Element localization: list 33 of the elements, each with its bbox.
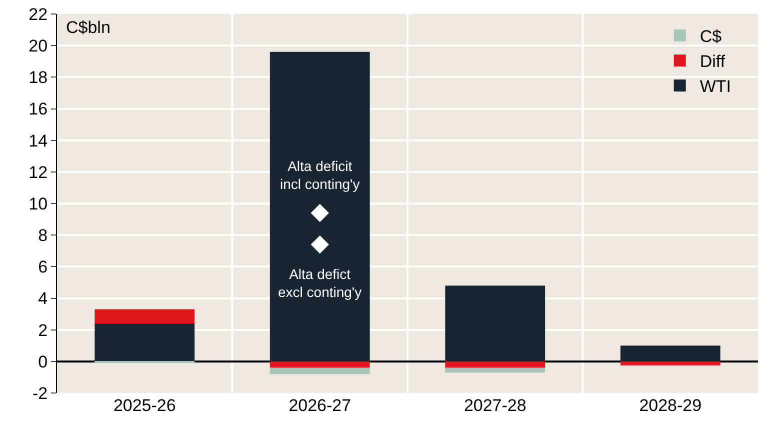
y-tick-label: 0 <box>38 352 48 372</box>
x-tick-label: 2025-26 <box>113 396 176 415</box>
bar <box>270 361 370 368</box>
bar <box>270 368 370 374</box>
x-tick-label: 2028-29 <box>639 396 702 415</box>
y-tick-label: 20 <box>28 36 48 56</box>
bar <box>94 309 195 324</box>
bar <box>270 52 370 362</box>
y-tick-label: 14 <box>28 131 48 150</box>
y-tick-label: 8 <box>38 226 48 246</box>
annotation: Alta deficit incl conting'y <box>280 158 360 192</box>
legend-label: Diff <box>700 52 726 72</box>
bar <box>445 368 546 372</box>
y-tick-label: 12 <box>28 162 48 182</box>
y-axis-title: C$bln <box>66 18 110 37</box>
bar <box>94 324 195 362</box>
annotation: Alta defict excl conting'y <box>278 266 362 300</box>
bar <box>445 286 546 362</box>
bar <box>620 346 720 362</box>
bar <box>445 361 546 368</box>
y-tick-label: 22 <box>28 4 48 24</box>
y-tick-label: 2 <box>38 320 48 340</box>
y-tick-label: 16 <box>28 100 48 119</box>
bar <box>620 361 720 366</box>
legend-label: WTI <box>700 77 732 96</box>
y-tick-label: 4 <box>38 289 48 308</box>
y-tick-label: -2 <box>32 384 48 403</box>
y-tick-label: 6 <box>38 258 48 277</box>
legend-label: C$ <box>700 26 722 46</box>
y-tick-label: 10 <box>28 194 48 214</box>
x-tick-label: 2027-28 <box>464 396 526 415</box>
y-tick-label: 18 <box>28 68 48 88</box>
x-tick-label: 2026-27 <box>288 396 352 415</box>
